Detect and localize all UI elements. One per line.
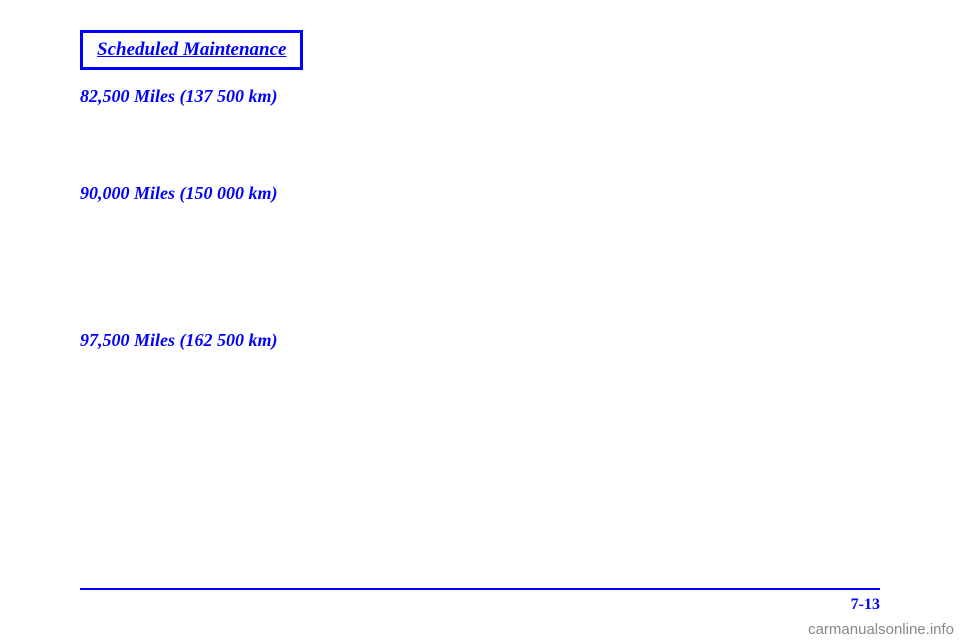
item-text — [100, 237, 880, 258]
watermark: carmanualsonline.info — [808, 621, 954, 638]
title-badge: Scheduled Maintenance — [80, 30, 303, 70]
items-list — [80, 212, 880, 308]
item-text — [100, 115, 880, 136]
item-text — [100, 384, 880, 405]
item-text — [100, 140, 880, 161]
footer-rule — [80, 588, 880, 590]
items-list — [80, 359, 880, 405]
item-text — [100, 359, 880, 380]
item-text — [100, 212, 880, 233]
item-text — [100, 262, 880, 283]
section-2: 97,500 Miles (162 500 km) — [80, 330, 880, 405]
section-0: 82,500 Miles (137 500 km) — [80, 86, 880, 161]
items-list — [80, 115, 880, 161]
page-number: 7-13 — [851, 596, 880, 614]
title-badge-text: Scheduled Maintenance — [97, 39, 286, 60]
milestone-heading: 97,500 Miles (162 500 km) — [80, 330, 880, 351]
milestone-heading: 82,500 Miles (137 500 km) — [80, 86, 880, 107]
section-1: 90,000 Miles (150 000 km) — [80, 183, 880, 308]
item-text — [100, 287, 880, 308]
milestone-heading: 90,000 Miles (150 000 km) — [80, 183, 880, 204]
